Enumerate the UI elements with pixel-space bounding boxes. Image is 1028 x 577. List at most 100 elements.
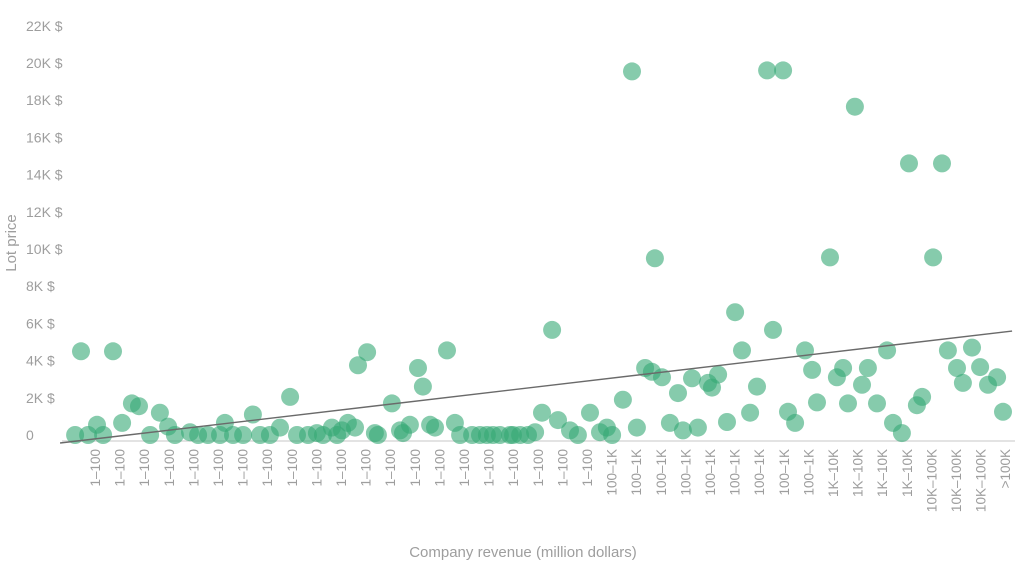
data-point bbox=[613, 390, 632, 409]
y-tick-label: 10K $ bbox=[26, 241, 63, 257]
data-point bbox=[892, 424, 911, 443]
data-point bbox=[845, 97, 864, 116]
y-tick-label: 4K $ bbox=[26, 353, 55, 369]
data-point bbox=[581, 403, 599, 422]
x-tick-label: 1–100 bbox=[580, 449, 595, 487]
data-point bbox=[933, 154, 951, 173]
data-point bbox=[623, 62, 641, 81]
y-tick-label: 0 bbox=[26, 427, 34, 443]
data-point bbox=[426, 418, 444, 437]
data-point bbox=[953, 373, 972, 392]
data-point bbox=[673, 421, 692, 440]
x-tick-label: 100–1K bbox=[605, 449, 620, 496]
y-tick-label: 8K $ bbox=[26, 278, 55, 294]
x-tick-label: 1K–10K bbox=[875, 449, 890, 497]
x-tick-label: 1–100 bbox=[236, 449, 251, 487]
data-point bbox=[938, 341, 957, 360]
x-tick-label: 1–100 bbox=[506, 449, 521, 487]
x-tick-label: 1–100 bbox=[531, 449, 546, 487]
data-point bbox=[141, 426, 160, 444]
data-point bbox=[234, 426, 253, 444]
x-tick-label: 1K–10K bbox=[851, 449, 866, 497]
data-point bbox=[660, 413, 679, 432]
data-point bbox=[368, 426, 387, 444]
x-tick-label: 100–1K bbox=[801, 449, 816, 496]
data-point bbox=[726, 303, 745, 322]
data-point bbox=[281, 387, 300, 406]
x-tick-label: 1–100 bbox=[482, 449, 497, 487]
data-point bbox=[821, 248, 839, 267]
data-point bbox=[645, 249, 664, 268]
data-point bbox=[150, 403, 169, 422]
data-point bbox=[543, 320, 562, 339]
data-point bbox=[409, 359, 427, 377]
data-point bbox=[994, 402, 1012, 421]
data-point bbox=[683, 369, 701, 388]
data-point bbox=[834, 359, 853, 377]
x-tick-label: 1–100 bbox=[555, 449, 570, 487]
data-point bbox=[130, 397, 148, 416]
x-tick-label: 1–100 bbox=[260, 449, 275, 487]
data-point bbox=[963, 338, 981, 357]
data-point bbox=[709, 365, 728, 384]
x-tick-label: 100–1K bbox=[703, 449, 718, 496]
data-point bbox=[94, 426, 113, 444]
data-point bbox=[72, 342, 90, 361]
y-tick-label: 16K $ bbox=[26, 129, 63, 145]
x-tick-label: 1–100 bbox=[334, 449, 349, 487]
data-point bbox=[568, 426, 587, 444]
y-tick-label: 22K $ bbox=[26, 18, 63, 34]
data-point bbox=[803, 360, 822, 379]
data-point bbox=[741, 403, 760, 422]
x-tick-label: 1–100 bbox=[137, 449, 152, 487]
x-tick-label: 100–1K bbox=[678, 449, 693, 496]
y-tick-label: 6K $ bbox=[26, 315, 55, 331]
data-point bbox=[758, 61, 777, 80]
x-tick-label: 1–100 bbox=[359, 449, 374, 487]
y-tick-label: 20K $ bbox=[26, 55, 63, 71]
y-axis-ticks: 0 2K $ 4K $ 6K $ 8K $ 10K $ 12K $ 14K $ 16K $ 18K… bbox=[26, 18, 63, 443]
x-tick-label: 100–1K bbox=[728, 449, 743, 496]
x-tick-label: 1–100 bbox=[88, 449, 103, 487]
data-point bbox=[988, 368, 1007, 387]
data-point bbox=[526, 423, 545, 442]
data-point bbox=[413, 377, 432, 396]
x-tick-label: 1–100 bbox=[162, 449, 177, 487]
x-tick-label: 1K–10K bbox=[900, 449, 915, 497]
data-point bbox=[853, 375, 871, 394]
data-points bbox=[66, 61, 1012, 444]
x-tick-label: 1–100 bbox=[211, 449, 226, 487]
x-tick-label: 1–100 bbox=[457, 449, 472, 487]
x-tick-label: 1–100 bbox=[186, 449, 201, 487]
data-point bbox=[271, 418, 289, 437]
data-point bbox=[533, 403, 551, 422]
x-tick-label: 10K–100K bbox=[949, 449, 964, 512]
y-tick-label: 18K $ bbox=[26, 92, 63, 108]
x-tick-label: 100–1K bbox=[654, 449, 669, 496]
data-point bbox=[627, 418, 646, 437]
trend-line bbox=[59, 330, 1013, 444]
data-point bbox=[868, 394, 886, 413]
data-point bbox=[900, 154, 918, 173]
data-point bbox=[808, 393, 826, 412]
data-point bbox=[438, 341, 456, 360]
x-tick-label: 100–1K bbox=[629, 449, 644, 496]
data-point bbox=[733, 341, 751, 360]
x-axis-ticks: 1–100 1–100 1–100 1–100 1–100 1–100 1–100 1–100… bbox=[88, 449, 1013, 512]
data-point bbox=[924, 248, 943, 267]
x-tick-label: 1–100 bbox=[309, 449, 324, 487]
data-point bbox=[913, 387, 932, 406]
data-point bbox=[346, 418, 364, 437]
x-tick-label: 10K–100K bbox=[974, 449, 989, 512]
data-point bbox=[603, 426, 622, 444]
x-tick-label: 1–100 bbox=[113, 449, 128, 487]
x-tick-label: 100–1K bbox=[777, 449, 792, 496]
data-point bbox=[971, 358, 990, 377]
y-tick-label: 2K $ bbox=[26, 390, 55, 406]
x-tick-label: >100K bbox=[998, 449, 1013, 488]
x-tick-label: 1K–10K bbox=[826, 449, 841, 497]
y-axis-title: Lot price bbox=[3, 214, 20, 272]
data-point bbox=[400, 415, 419, 434]
data-point bbox=[688, 418, 707, 437]
